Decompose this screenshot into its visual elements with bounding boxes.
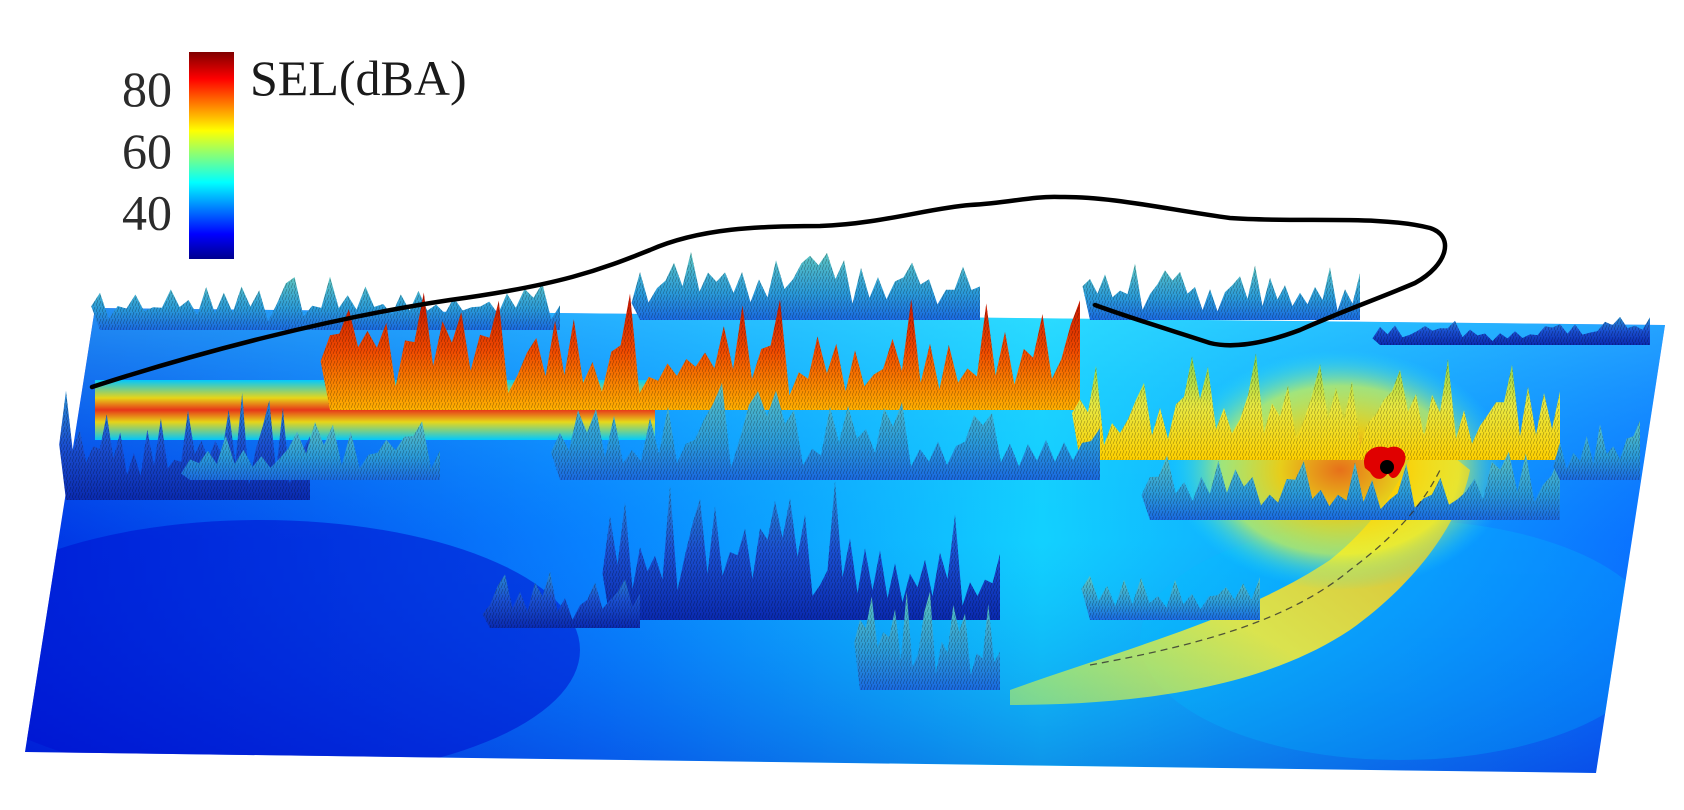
source-dot [1380,460,1394,474]
mountain-mesh [1553,420,1640,480]
mountain-mesh [1141,451,1560,520]
mountain-mesh [320,292,1081,410]
ground-track-dashed [1089,469,1441,666]
mountain-mesh [181,421,440,480]
mountain-mesh [631,251,980,320]
colorbar-gradient [189,52,234,259]
mountain-mesh [854,591,1000,690]
mountain-mesh [1072,353,1560,460]
mountain-mesh [1082,263,1360,320]
mountain-mesh [1081,575,1260,620]
colorbar-tick-label: 60 [122,123,172,179]
mountain-mesh [551,382,1100,480]
colorbar-tick-label: 80 [122,61,172,117]
terrain-mountains [59,251,1650,690]
colorbar-tick-label: 40 [122,185,172,241]
colorbar: 80 60 40 SEL(dBA) [122,50,467,259]
colorbar-label: SEL(dBA) [250,50,467,106]
mountain-mesh [602,481,1000,620]
mountain-mesh [1372,316,1650,345]
mountain-mesh [91,276,560,330]
flight-track [89,194,1448,390]
mountain-mesh [482,571,640,628]
source-marker [1364,446,1406,479]
